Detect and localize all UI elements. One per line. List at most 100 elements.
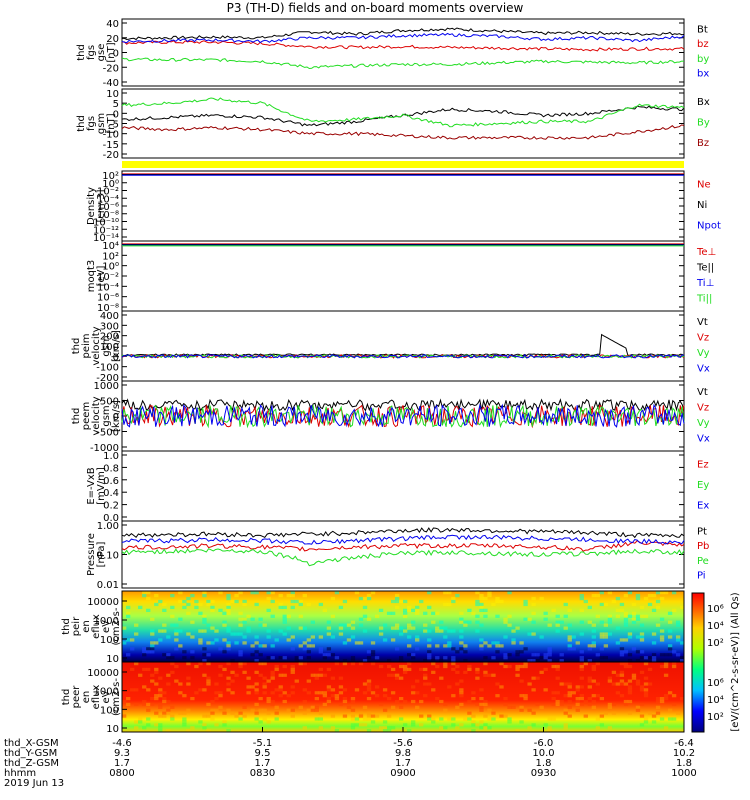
- spectrogram-cell: [142, 726, 147, 730]
- spectrogram-cell: [386, 673, 392, 677]
- panel-frame: [121, 170, 685, 242]
- spectrogram-cell: [415, 679, 420, 683]
- spectrogram-cell: [407, 623, 412, 627]
- spectrogram-cell: [362, 682, 368, 686]
- spectrogram-cell: [631, 617, 637, 621]
- spectrogram-cell: [226, 708, 231, 712]
- spectrogram-cell: [515, 667, 520, 672]
- spectrogram-cell: [643, 691, 649, 695]
- spectrogram-cell: [394, 593, 400, 598]
- spectrogram-cell: [559, 702, 564, 707]
- spectrogram-cell: [194, 605, 199, 610]
- spectrogram-cell: [258, 653, 263, 657]
- spectrogram-cell: [274, 711, 279, 715]
- spectrogram-cell: [615, 596, 621, 601]
- spectrogram-cell: [543, 611, 548, 615]
- spectrogram-cell: [186, 602, 191, 607]
- spectrogram-cell: [346, 705, 352, 709]
- spectrogram-cell: [427, 656, 432, 660]
- spectrogram-cell: [679, 697, 685, 701]
- spectrogram-cell: [290, 635, 295, 639]
- spectrogram-cell: [659, 617, 665, 621]
- spectrogram-cell: [218, 694, 223, 698]
- spectrogram-cell: [126, 614, 131, 618]
- spectrogram-cell: [310, 708, 315, 712]
- spectrogram-cell: [475, 723, 480, 727]
- panel-10: thdpeerenefluxeV(cm2-s-sr-eV)10000100010…: [61, 661, 685, 735]
- spectrogram-cell: [318, 711, 324, 715]
- spectrogram-cell: [278, 685, 283, 689]
- spectrogram-cell: [463, 644, 468, 648]
- spectrogram-cell: [459, 691, 464, 695]
- spectrogram-cell: [519, 694, 524, 698]
- spectrogram-cell: [366, 650, 372, 654]
- spectrogram-cell: [206, 662, 211, 666]
- spectrogram-cell: [435, 644, 440, 648]
- spectrogram-cell: [218, 673, 223, 677]
- spectrogram-cell: [671, 608, 677, 613]
- spectrogram-cell: [358, 662, 364, 666]
- y-tick-label: 10⁻⁸: [97, 210, 119, 221]
- spectrogram-cell: [246, 685, 251, 689]
- spectrogram-cell: [338, 685, 344, 689]
- spectrogram-cell: [270, 673, 275, 677]
- spectrogram-cell: [599, 723, 605, 727]
- spectrogram-cell: [639, 723, 645, 727]
- spectrogram-cell: [254, 602, 259, 607]
- spectrogram-cell: [170, 662, 175, 666]
- spectrogram-cell: [483, 726, 488, 730]
- spectrogram-cell: [467, 620, 472, 624]
- y-tick-label: 10⁻²: [97, 272, 119, 283]
- spectrogram-cell: [547, 726, 552, 730]
- spectrogram-cell: [130, 688, 135, 692]
- spectrogram-cell: [290, 647, 295, 651]
- spectrogram-cell: [190, 656, 195, 660]
- y-tick-label: 0: [113, 109, 119, 120]
- spectrogram-cell: [202, 620, 207, 624]
- spectrogram-cell: [607, 620, 613, 624]
- spectrogram-cell: [354, 641, 360, 645]
- spectrogram-cell: [643, 682, 649, 686]
- spectrogram-cell: [186, 611, 191, 615]
- x-row-label: thd_Z-GSM: [4, 758, 59, 769]
- spectrogram-cell: [475, 676, 480, 680]
- spectrogram-cell: [190, 635, 195, 639]
- series-line-bz: [121, 40, 685, 52]
- legend-entry: Bt: [697, 24, 708, 35]
- spectrogram-cell: [619, 650, 625, 654]
- spectrogram-cell: [306, 679, 311, 683]
- spectrogram-cell: [390, 626, 396, 630]
- spectrogram-cell: [386, 659, 392, 663]
- spectrogram-cell: [366, 714, 372, 718]
- spectrogram-cell: [154, 670, 159, 674]
- spectrogram-cell: [647, 602, 653, 607]
- x-tick-label: 1.8: [536, 758, 552, 769]
- spectrogram-cell: [214, 723, 219, 727]
- spectrogram-cell: [318, 647, 324, 651]
- spectrogram-cell: [202, 726, 207, 730]
- spectrogram-cell: [166, 656, 171, 660]
- spectrogram-cell: [495, 641, 500, 645]
- spectrogram-cell: [407, 605, 412, 610]
- spectrogram-cell: [511, 638, 516, 642]
- spectrogram-cell: [543, 723, 548, 727]
- y-tick-label: 10⁻¹⁰: [93, 218, 119, 229]
- spectrogram-cell: [398, 717, 404, 721]
- y-tick-label: 10000: [87, 668, 119, 679]
- spectrogram-cell: [154, 682, 159, 686]
- spectrogram-cell: [471, 723, 476, 727]
- spectrogram-cell: [455, 650, 460, 654]
- spectrogram-cell: [515, 653, 520, 657]
- spectrogram-cell: [619, 653, 625, 657]
- spectrogram-cell: [158, 688, 163, 692]
- x-row-label: thd_X-GSM: [4, 738, 59, 749]
- spectrogram-cell: [407, 662, 412, 666]
- spectrogram-cell: [326, 667, 332, 672]
- spectrogram-cell: [619, 694, 625, 698]
- spectrogram-cell: [543, 667, 548, 672]
- spectrogram-cell: [258, 720, 263, 724]
- spectrogram-cell: [471, 697, 476, 701]
- spectrogram-cell: [507, 720, 512, 724]
- spectrogram-cell: [302, 641, 307, 645]
- spectrogram-cell: [238, 717, 243, 721]
